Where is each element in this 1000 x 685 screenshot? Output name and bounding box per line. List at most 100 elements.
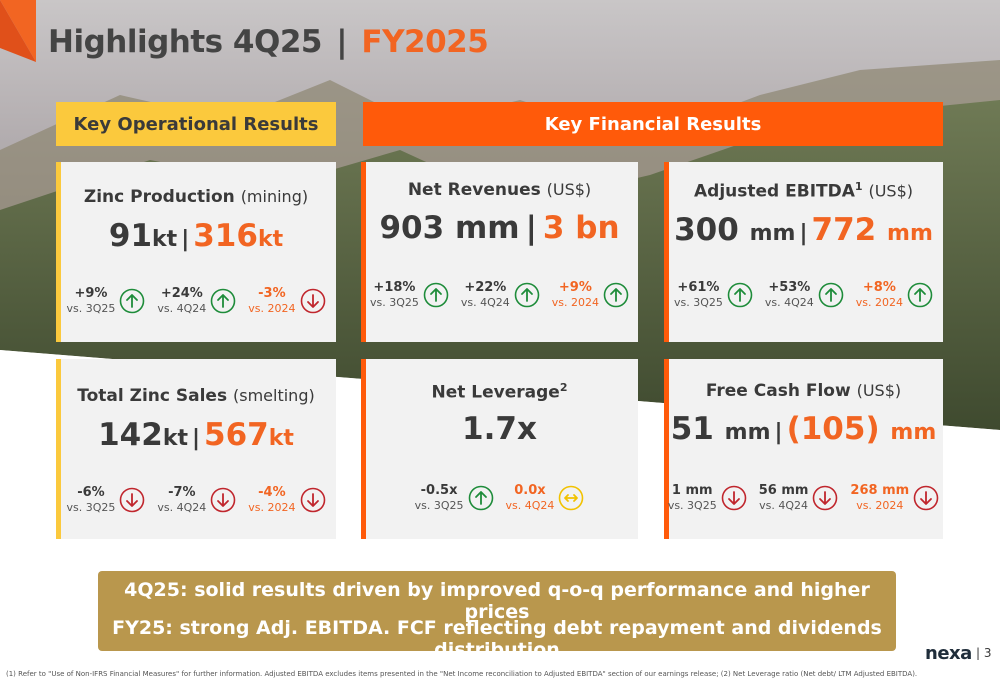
page-title: Highlights 4Q25 | FY2025 <box>48 24 489 60</box>
arrow-down-circle-icon <box>210 487 236 513</box>
card-name: Free Cash Flow <box>705 381 851 401</box>
metric-text: +18% vs. 3Q25 <box>370 280 419 310</box>
arrow-down-circle-icon <box>300 487 325 513</box>
year-unit: kt <box>257 227 284 252</box>
metric-value: +22% <box>464 280 507 295</box>
metric-period: vs. 3Q25 <box>66 302 116 315</box>
summary-line-quarter: 4Q25: solid results driven by improved q… <box>124 579 870 623</box>
year-value: 567 <box>204 417 269 453</box>
metric-period: vs. 3Q25 <box>667 499 717 512</box>
metric-comparison: +9% vs. 2024 <box>552 280 629 310</box>
value-separator: | <box>191 426 201 451</box>
metric-value: +9% <box>74 286 108 301</box>
metric-period: vs. 2024 <box>551 296 599 309</box>
metric-text: +61% vs. 3Q25 <box>674 280 723 310</box>
value-separator: | <box>525 210 537 246</box>
arrow-down-circle-icon <box>300 288 325 314</box>
card-accent-bar <box>664 359 669 539</box>
card-accent-bar <box>361 162 366 342</box>
page-separator: | <box>976 646 981 660</box>
metric-comparison: -6% vs. 3Q25 <box>66 485 145 515</box>
metric-text: +8% vs. 2024 <box>856 280 903 310</box>
year-value: 772 <box>811 212 877 248</box>
metric-period: vs. 2024 <box>855 296 903 309</box>
card-metrics: 1 mm vs. 3Q25 56 mm vs. 4Q24 268 mm vs. 2024 <box>664 483 943 513</box>
metric-text: -6% vs. 3Q25 <box>66 485 115 515</box>
metric-text: +9% vs. 3Q25 <box>66 286 115 316</box>
quarter-unit: mm <box>749 221 796 246</box>
card-headline-value: 300 mm | 772 mm <box>664 212 943 248</box>
card-qualifier: (smelting) <box>233 386 315 405</box>
card-qualifier: (US$) <box>546 180 592 199</box>
metric-comparison: 56 mm vs. 4Q24 <box>759 483 839 513</box>
card-metrics: +9% vs. 3Q25 +24% vs. 4Q24 -3% vs. 2024 <box>56 286 336 316</box>
arrow-down-circle-icon <box>913 485 939 511</box>
metric-value: -6% <box>77 485 105 500</box>
metric-period: vs. 4Q24 <box>460 296 510 309</box>
card-qualifier: (US$) <box>856 381 902 400</box>
footnote-mark: 2 <box>559 381 568 394</box>
metric-text: -7% vs. 4Q24 <box>157 485 206 515</box>
metric-text: -0.5x vs. 3Q25 <box>415 483 464 513</box>
year-unit: bn <box>575 210 620 246</box>
quarter-value: 903 <box>379 210 445 246</box>
metric-value: +8% <box>862 280 896 295</box>
metric-comparison: +22% vs. 4Q24 <box>461 280 540 310</box>
page-number-value: 3 <box>983 646 992 660</box>
card-heading: Net Revenues (US$) <box>361 180 638 200</box>
card-headline-value: 51 mm | (105) mm <box>664 411 943 447</box>
card-net-leverage: Net Leverage2 1.7x -0.5x vs. 3Q25 0.0x vs. … <box>361 359 638 539</box>
metric-period: vs. 4Q24 <box>505 499 555 512</box>
metric-text: 56 mm vs. 4Q24 <box>759 483 809 513</box>
summary-line-year: FY25: strong Adj. EBITDA. FCF reflecting… <box>112 617 882 661</box>
metric-text: 0.0x vs. 4Q24 <box>506 483 555 513</box>
metric-value: 56 mm <box>758 483 809 498</box>
title-main: Highlights 4Q25 <box>48 24 322 60</box>
quarter-unit: mm <box>454 210 520 246</box>
card-qualifier: (US$) <box>868 181 913 201</box>
card-zinc-production: Zinc Production (mining) 91kt | 316kt +9% v… <box>56 162 336 342</box>
card-total-zinc-sales: Total Zinc Sales (smelting) 142kt | 567kt … <box>56 359 336 539</box>
metric-text: +53% vs. 4Q24 <box>765 280 814 310</box>
metric-period: vs. 4Q24 <box>157 302 207 315</box>
metric-value: 0.0x <box>514 483 546 498</box>
metric-period: vs. 3Q25 <box>673 296 723 309</box>
metric-value: +24% <box>160 286 203 301</box>
metric-comparison: -4% vs. 2024 <box>248 485 325 515</box>
year-unit: kt <box>268 426 294 451</box>
quarter-value: 51 <box>670 411 714 447</box>
metric-period: vs. 2024 <box>248 302 296 315</box>
card-name: Net Leverage <box>431 382 560 403</box>
card-net-revenues: Net Revenues (US$) 903 mm | 3 bn +18% vs. 3… <box>361 162 638 342</box>
quarter-value: 91 <box>108 218 153 254</box>
metric-comparison: -0.5x vs. 3Q25 <box>415 483 494 513</box>
metric-value: -0.5x <box>420 483 458 498</box>
value-separator: | <box>799 221 808 246</box>
metric-value: -4% <box>258 485 286 500</box>
card-heading: Total Zinc Sales (smelting) <box>56 386 336 406</box>
card-metrics: -0.5x vs. 3Q25 0.0x vs. 4Q24 <box>361 483 638 513</box>
metric-text: -3% vs. 2024 <box>248 286 295 316</box>
leverage-value: 1.7x <box>462 411 537 447</box>
metric-value: 1 mm <box>671 483 713 498</box>
title-accent: FY2025 <box>361 24 489 60</box>
arrow-up-circle-icon <box>907 282 933 308</box>
metric-text: +22% vs. 4Q24 <box>461 280 510 310</box>
nexa-logo: nexa <box>925 643 972 664</box>
arrow-up-circle-icon <box>210 288 236 314</box>
card-heading: Adjusted EBITDA1 (US$) <box>664 180 943 202</box>
card-metrics: -6% vs. 3Q25 -7% vs. 4Q24 -4% vs. 2024 <box>56 485 336 515</box>
footnote-text: (1) Refer to "Use of Non-IFRS Financial … <box>6 670 918 678</box>
metric-value: +53% <box>768 280 811 295</box>
metric-text: -4% vs. 2024 <box>248 485 295 515</box>
metric-value: -7% <box>168 485 196 500</box>
footnote-mark: 1 <box>854 180 863 193</box>
card-headline-value: 142kt | 567kt <box>56 417 336 453</box>
metric-value: 268 mm <box>850 483 910 498</box>
metric-value: +9% <box>558 280 592 295</box>
arrow-left-right-circle-icon <box>559 485 584 511</box>
year-unit: mm <box>887 221 933 246</box>
metric-text: 268 mm vs. 2024 <box>850 483 909 513</box>
quarter-unit: kt <box>162 426 188 451</box>
card-heading: Zinc Production (mining) <box>56 187 336 207</box>
